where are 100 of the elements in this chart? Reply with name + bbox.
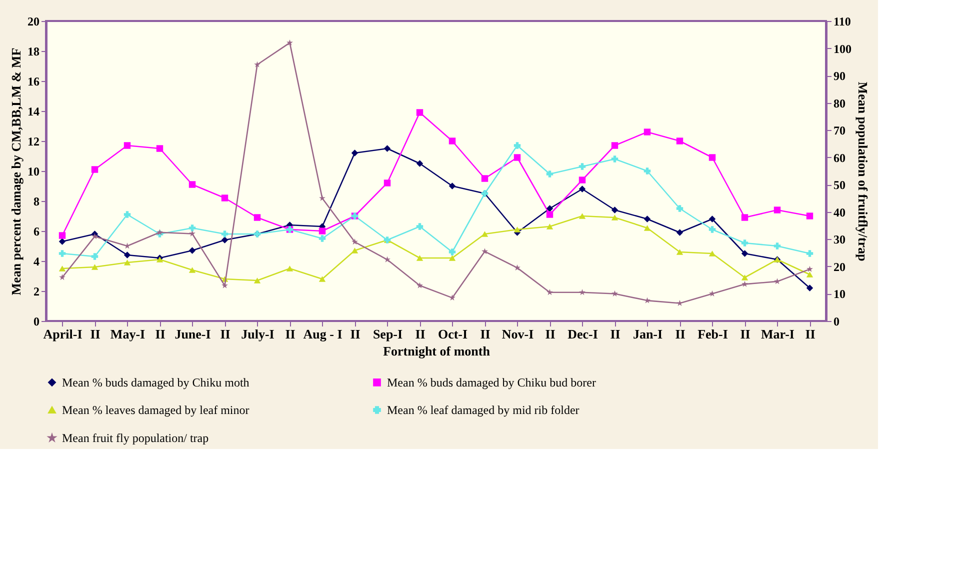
x-tick-label: Sep-I xyxy=(372,326,403,342)
point xyxy=(91,264,98,270)
y2-tick-label: 10 xyxy=(834,287,846,302)
point xyxy=(676,138,684,144)
y2-tick-label: 0 xyxy=(834,314,840,328)
point xyxy=(188,247,196,254)
x-tick-label: Oct-I xyxy=(438,326,468,342)
point xyxy=(741,214,748,221)
point xyxy=(741,274,748,280)
point xyxy=(416,109,424,116)
y2-tick-label: 80 xyxy=(834,96,846,110)
point xyxy=(578,186,586,192)
x-tick-label: II xyxy=(220,326,230,342)
x-tick-label: II xyxy=(350,326,360,342)
x-tick-label: Aug - I xyxy=(303,326,342,342)
point xyxy=(611,206,618,214)
y2-tick-label: 110 xyxy=(834,14,851,28)
legend-label: Mean fruit fly population/ trap xyxy=(62,431,209,445)
y2-tick-label: 70 xyxy=(834,124,846,138)
point xyxy=(708,216,716,222)
y-tick-label: 20 xyxy=(28,14,40,28)
point xyxy=(318,276,326,282)
point xyxy=(254,214,261,221)
point xyxy=(319,194,326,201)
point xyxy=(514,226,521,232)
x-tick-label: April-I xyxy=(43,326,82,342)
point xyxy=(578,163,586,170)
point xyxy=(286,39,293,46)
point xyxy=(644,128,651,136)
point xyxy=(286,266,294,272)
point xyxy=(416,160,424,167)
y2-axis-title: Mean population of fruitfly/trap xyxy=(856,82,870,262)
point xyxy=(384,256,390,262)
point xyxy=(806,266,813,272)
y2-tick-label: 50 xyxy=(834,178,846,192)
point xyxy=(546,205,554,212)
y-tick-label: 0 xyxy=(34,314,40,328)
y-tick-label: 18 xyxy=(28,44,40,58)
y-tick-label: 6 xyxy=(34,224,40,238)
point xyxy=(416,282,423,288)
point xyxy=(156,145,164,152)
point xyxy=(708,226,716,233)
x-tick-label: Dec-I xyxy=(568,326,598,342)
point xyxy=(742,280,748,287)
point xyxy=(58,232,66,239)
x-tick-label: May-I xyxy=(110,326,146,342)
point xyxy=(546,211,554,218)
point xyxy=(578,213,586,219)
x-tick-label: II xyxy=(415,326,426,342)
point xyxy=(611,156,618,162)
point xyxy=(221,236,228,244)
point xyxy=(611,142,618,149)
point xyxy=(59,274,66,280)
point xyxy=(514,142,521,149)
point xyxy=(806,272,814,278)
point xyxy=(546,289,553,296)
point xyxy=(318,228,326,234)
point xyxy=(806,212,814,220)
point xyxy=(416,255,424,261)
point xyxy=(578,176,586,184)
point xyxy=(188,267,196,273)
x-tick-label: II xyxy=(545,326,556,342)
point xyxy=(546,224,554,230)
point xyxy=(806,284,814,292)
y2-tick-label: 60 xyxy=(834,150,846,165)
x-tick-label: Mar-I xyxy=(761,326,794,342)
point xyxy=(384,145,391,152)
y-tick-label: 8 xyxy=(34,194,40,208)
point xyxy=(514,264,520,271)
point xyxy=(644,168,651,174)
y-tick-label: 12 xyxy=(28,134,40,148)
x-tick-label: Jan-I xyxy=(632,326,663,342)
point xyxy=(58,238,66,245)
point xyxy=(676,229,684,236)
point xyxy=(806,250,814,257)
y2-tick-label: 100 xyxy=(834,42,852,56)
point xyxy=(448,182,456,190)
point xyxy=(221,194,228,202)
point xyxy=(514,154,521,161)
point xyxy=(774,242,781,250)
x-tick-label: June-I xyxy=(174,326,211,342)
point xyxy=(579,289,586,296)
y-tick-label: 14 xyxy=(28,104,40,118)
point xyxy=(546,170,554,178)
point xyxy=(58,266,66,272)
x-tick-label: II xyxy=(805,326,816,342)
y-tick-label: 4 xyxy=(34,254,40,268)
point xyxy=(676,249,684,255)
x-tick-label: II xyxy=(155,326,166,342)
point xyxy=(124,211,131,218)
y-tick-label: 2 xyxy=(34,284,40,298)
x-tick-label: II xyxy=(675,326,686,342)
point xyxy=(384,180,391,186)
point xyxy=(708,250,716,256)
point xyxy=(481,231,488,237)
point xyxy=(708,154,716,161)
point xyxy=(318,235,326,242)
point xyxy=(188,181,196,188)
point xyxy=(124,252,131,258)
point xyxy=(448,255,456,261)
